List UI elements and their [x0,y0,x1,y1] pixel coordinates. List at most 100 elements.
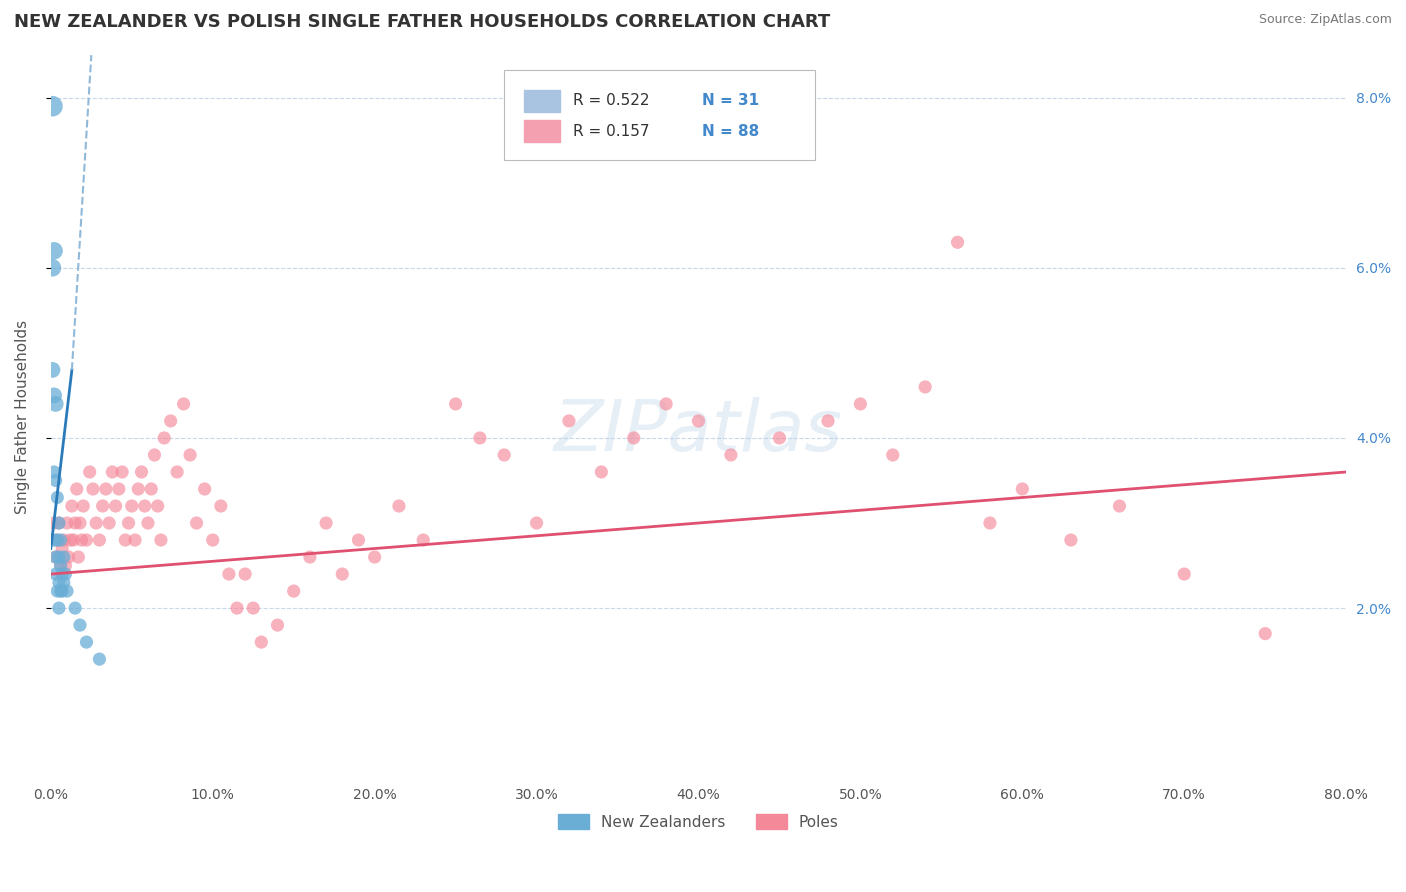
Point [412,533,434,547]
Point [46,491,69,505]
Point [66,482,89,496]
Point [91,499,114,513]
Point [60,499,83,513]
Point [136,516,159,530]
Text: Source: ZipAtlas.com: Source: ZipAtlas.com [1258,13,1392,27]
Point [250,635,273,649]
Point [51,584,73,599]
Point [266,618,288,632]
Point [153,431,176,445]
Point [882,448,904,462]
Point [817,414,839,428]
Point [51,567,73,582]
Point [1060,533,1083,547]
Point [48,516,70,530]
Point [67,549,90,564]
Point [141,482,163,496]
Point [209,499,232,513]
FancyBboxPatch shape [505,70,815,160]
Point [347,533,370,547]
Point [59,533,82,547]
Point [49,533,72,547]
Point [127,482,149,496]
Point [94,482,117,496]
Point [166,465,188,479]
Point [72,499,94,513]
Point [58,549,80,564]
Point [194,482,217,496]
Point [494,448,516,462]
Point [48,516,70,530]
Point [62,533,84,547]
Point [52,533,75,547]
Point [69,618,91,632]
Point [46,533,69,547]
Point [56,516,79,530]
Point [149,533,172,547]
Point [688,414,710,428]
Point [69,516,91,530]
Point [51,541,73,556]
Point [558,414,581,428]
Point [242,601,264,615]
Point [45,549,67,564]
Point [1011,482,1033,496]
Point [849,397,872,411]
Point [52,549,75,564]
Point [89,533,111,547]
Point [330,567,353,582]
Point [1254,626,1277,640]
Point [114,533,136,547]
Point [42,516,65,530]
Point [55,558,77,573]
Point [768,431,790,445]
Point [146,499,169,513]
Text: N = 88: N = 88 [703,124,759,138]
Point [655,397,678,411]
Point [111,465,134,479]
Point [56,584,79,599]
Point [48,601,70,615]
Point [720,448,742,462]
Point [79,465,101,479]
Point [298,549,321,564]
Point [49,584,72,599]
Point [914,380,936,394]
Point [124,533,146,547]
Point [388,499,411,513]
Point [186,516,208,530]
Point [48,575,70,590]
Point [42,388,65,402]
Point [117,516,139,530]
Point [41,99,63,113]
Text: R = 0.522: R = 0.522 [572,93,650,108]
Point [63,516,86,530]
Point [41,363,63,377]
Point [75,635,97,649]
Point [233,567,256,582]
Point [89,652,111,666]
Point [946,235,969,250]
Point [179,448,201,462]
Text: NEW ZEALANDER VS POLISH SINGLE FATHER HOUSEHOLDS CORRELATION CHART: NEW ZEALANDER VS POLISH SINGLE FATHER HO… [14,13,831,31]
Point [46,533,69,547]
Point [1108,499,1130,513]
Point [104,499,127,513]
Point [42,465,65,479]
Point [468,431,491,445]
Point [55,567,77,582]
Legend: New Zealanders, Poles: New Zealanders, Poles [553,807,845,836]
Point [134,499,156,513]
Point [159,414,181,428]
Point [121,499,143,513]
Bar [523,90,560,112]
Point [41,260,63,275]
Y-axis label: Single Father Households: Single Father Households [15,319,30,514]
Point [45,549,67,564]
Point [979,516,1001,530]
Point [526,516,548,530]
Text: ZIPatlas: ZIPatlas [554,397,844,466]
Point [98,516,121,530]
Point [315,516,337,530]
Point [45,397,67,411]
